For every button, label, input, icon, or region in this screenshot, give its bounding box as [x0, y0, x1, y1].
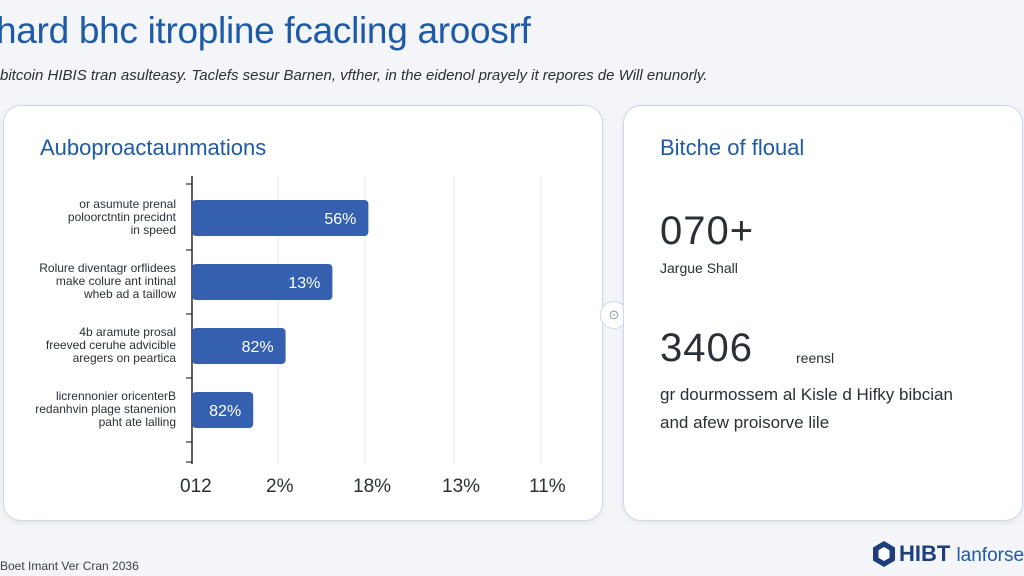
bar — [192, 200, 369, 236]
category-label: or asumute prenal poloorctntin precidnt in… — [67, 197, 176, 237]
chart-card: Auboproactaunmations 56% 13% 82% 82% or asu… — [3, 105, 603, 521]
bar — [192, 328, 286, 364]
x-tick-label: 13% — [442, 476, 481, 497]
bar-value-label: 82% — [209, 403, 241, 420]
stats-card: Bitche of floual 070+ Jargue Shall 3406 … — [623, 105, 1023, 521]
bar-value-label: 82% — [242, 339, 274, 356]
x-tick-label: 012 — [180, 476, 212, 497]
bar — [192, 392, 254, 428]
brand-logo: HIBT lanforse — [872, 540, 1024, 568]
bar-value-label: 56% — [324, 211, 356, 228]
footer-text: Boet Imant Ver Cran 2036 — [0, 559, 139, 573]
category-label: 4b aramute prosal freeved ceruhe advicibl… — [45, 325, 176, 365]
x-tick-label: 11% — [529, 476, 566, 497]
x-tick-label: 2% — [266, 476, 294, 497]
stat-value-1: 070+ — [660, 209, 755, 253]
logo-wordmark: HIBT lanforse — [899, 541, 1024, 566]
bar — [192, 264, 333, 300]
x-tick-label: 18% — [353, 476, 392, 497]
bar-value-label: 13% — [288, 275, 320, 292]
stat-label-1: Jargue Shall — [660, 260, 738, 276]
stat-label-2: reensl — [796, 350, 835, 366]
stat-description-line-2: and afew proisorve lile — [660, 413, 830, 432]
hexagon-logo-icon — [873, 541, 895, 567]
category-label: licrennonier oricenterB redanhvin plage s… — [35, 389, 176, 429]
bar-chart: 56% 13% 82% 82% — [186, 176, 542, 464]
page-subtitle: bitcoin HIBIS tran asulteasy. Taclefs se… — [0, 67, 708, 84]
category-label: Rolure diventagr orflidees make colure an… — [39, 261, 176, 301]
stats-title: Bitche of floual — [660, 135, 805, 160]
chart-title: Auboproactaunmations — [40, 135, 267, 160]
stat-value-2: 3406 — [660, 326, 753, 370]
stat-description-line-1: gr dourmossem al Kisle d Hifky bibcian — [660, 385, 953, 404]
page-title: hard bhc itropline fcacling aroosrf — [0, 10, 531, 51]
